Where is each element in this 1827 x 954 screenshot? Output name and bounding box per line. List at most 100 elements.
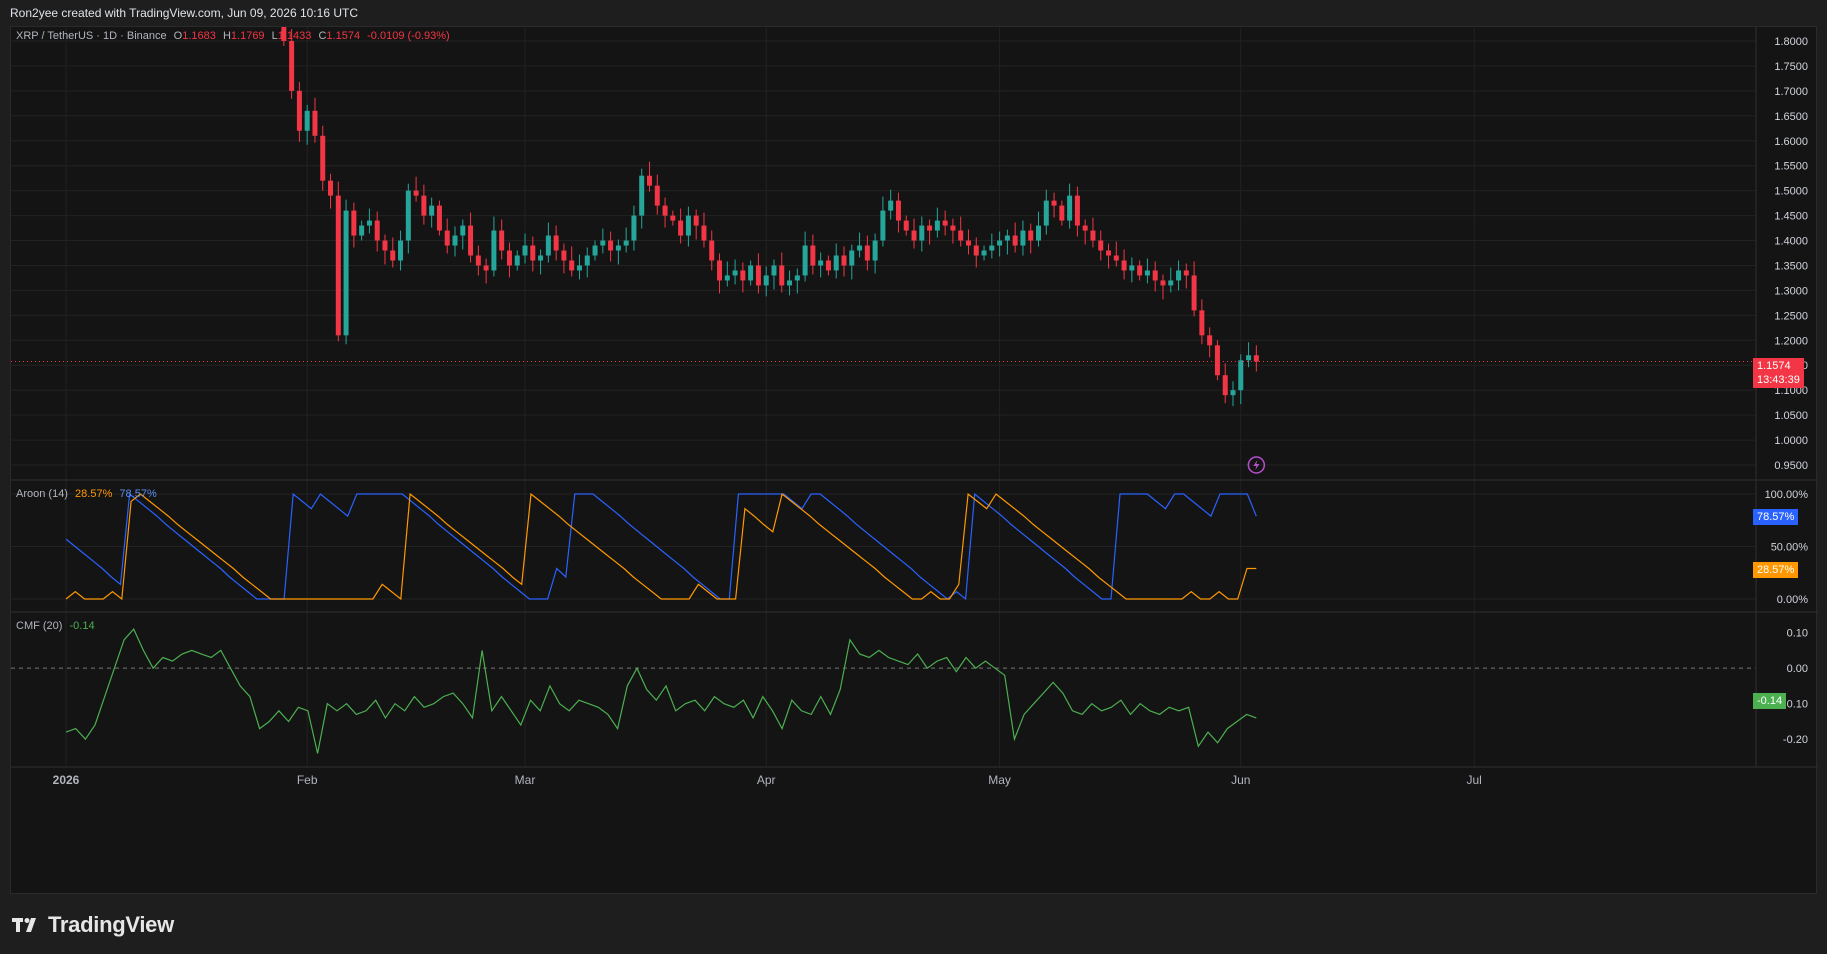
candle-body [460, 225, 466, 236]
candle-body [1004, 235, 1010, 241]
aroon-panel [65, 492, 1257, 601]
candle-body [701, 225, 707, 241]
price-tick-label: 1.6000 [1774, 136, 1808, 148]
candle-body [763, 275, 769, 286]
candle-body [942, 220, 948, 226]
candle-body [841, 255, 847, 266]
candle-body [1183, 270, 1189, 276]
candle-body [919, 225, 925, 241]
time-tick-label: 2026 [53, 773, 80, 787]
last-price-tag: 1.1574 13:43:39 [1753, 358, 1804, 388]
price-tick-label: 1.5000 [1774, 186, 1808, 198]
price-tick-label: 1.2500 [1774, 310, 1808, 322]
candle-body [608, 240, 614, 251]
candle-body [833, 255, 839, 271]
open-label: O [173, 30, 183, 42]
price-panel [11, 21, 1756, 474]
chart-svg[interactable]: 2026 Feb Mar Apr May Jun Jul 1.8000 1.7500 1.7000… [11, 21, 1818, 895]
candle-body [522, 245, 528, 256]
candle-body [351, 210, 357, 236]
time-tick-label: Jul [1467, 773, 1482, 787]
candle-body [950, 225, 956, 231]
candle-body [1082, 225, 1088, 231]
candle-body [374, 220, 380, 241]
candle-body [491, 230, 497, 271]
candle-body [600, 240, 606, 246]
candle-body [320, 135, 326, 181]
candle-body [1207, 335, 1213, 346]
candle-body [468, 225, 474, 256]
price-tick-label: 0.9500 [1774, 460, 1808, 472]
aroon-down-value: 28.57% [75, 488, 113, 500]
candle-body [1214, 345, 1220, 376]
candle-body [312, 110, 318, 136]
cmf-tick-label: 0.10 [1787, 628, 1808, 640]
candle-body [1144, 270, 1150, 276]
candle-body [592, 245, 598, 256]
candle-body [981, 250, 987, 256]
candle-body [685, 215, 691, 236]
price-tick-label: 1.0500 [1774, 410, 1808, 422]
price-tick-label: 1.7000 [1774, 86, 1808, 98]
candle-body [382, 240, 388, 251]
candle-body [934, 220, 940, 231]
aroon-line-aroon-down [65, 492, 1257, 601]
candle-body [1059, 205, 1065, 221]
candle-body [787, 280, 793, 286]
time-tick-label: Feb [297, 773, 318, 787]
candle-body [1253, 355, 1259, 362]
lightning-event-icon [1247, 456, 1266, 474]
price-tick-label: 1.4000 [1774, 236, 1808, 248]
candle-body [888, 200, 894, 211]
candle-body [654, 185, 660, 206]
cmf-tick-label: -0.20 [1783, 734, 1808, 746]
candle-body [732, 270, 738, 276]
high-value: 1.1769 [230, 30, 265, 42]
grid [11, 27, 1756, 767]
candle-body [693, 215, 699, 226]
candle-body [1028, 230, 1034, 241]
price-tick-label: 1.6500 [1774, 111, 1808, 123]
candle-body [452, 235, 458, 246]
candle-body [989, 245, 995, 251]
aroon-tick-label: 50.00% [1771, 542, 1809, 554]
cmf-legend: CMF (20) -0.14 [16, 620, 99, 632]
candle-body [825, 260, 831, 271]
candle-body [553, 235, 559, 251]
candle-body [810, 245, 816, 266]
aroon-tick-label: 100.00% [1765, 489, 1809, 501]
change-value: -0.0109 (-0.93%) [367, 30, 450, 42]
candle-body [670, 215, 676, 221]
symbol-legend: XRP / TetherUS · 1D · Binance O1.1683 H1… [16, 30, 454, 42]
symbol-title: XRP / TetherUS · 1D · Binance [16, 30, 167, 42]
footer-brand[interactable]: TradingView [12, 910, 174, 940]
candle-body [1129, 265, 1135, 271]
candle-body [1067, 195, 1073, 221]
candle-body [335, 195, 341, 336]
candle-body [366, 220, 372, 226]
candle-body [413, 190, 419, 196]
cmf-line [65, 628, 1257, 754]
time-tick-label: Mar [515, 773, 536, 787]
aroon-label: Aroon (14) [16, 488, 68, 500]
candle-body [1222, 375, 1228, 396]
candle-body [802, 245, 808, 276]
candle-body [857, 245, 863, 251]
candle-body [818, 260, 824, 266]
close-value: 1.1574 [326, 30, 361, 42]
candle-body [405, 190, 411, 241]
aroon-tick-label: 0.00% [1777, 594, 1808, 606]
aroon-up-value: 78.57% [119, 488, 157, 500]
candle-body [475, 255, 481, 266]
candle-body [1051, 200, 1057, 206]
candle-body [709, 240, 715, 261]
price-tick-label: 1.4500 [1774, 211, 1808, 223]
candle-body [927, 225, 933, 231]
candle-body [483, 265, 489, 271]
low-label: L [271, 30, 278, 42]
last-price-value: 1.1574 [1757, 360, 1791, 372]
candle-body [1246, 355, 1252, 361]
candle-body [724, 275, 730, 281]
chart-frame[interactable]: 2026 Feb Mar Apr May Jun Jul 1.8000 1.7500 1.7000… [10, 21, 1818, 895]
candle-body [1137, 265, 1143, 276]
